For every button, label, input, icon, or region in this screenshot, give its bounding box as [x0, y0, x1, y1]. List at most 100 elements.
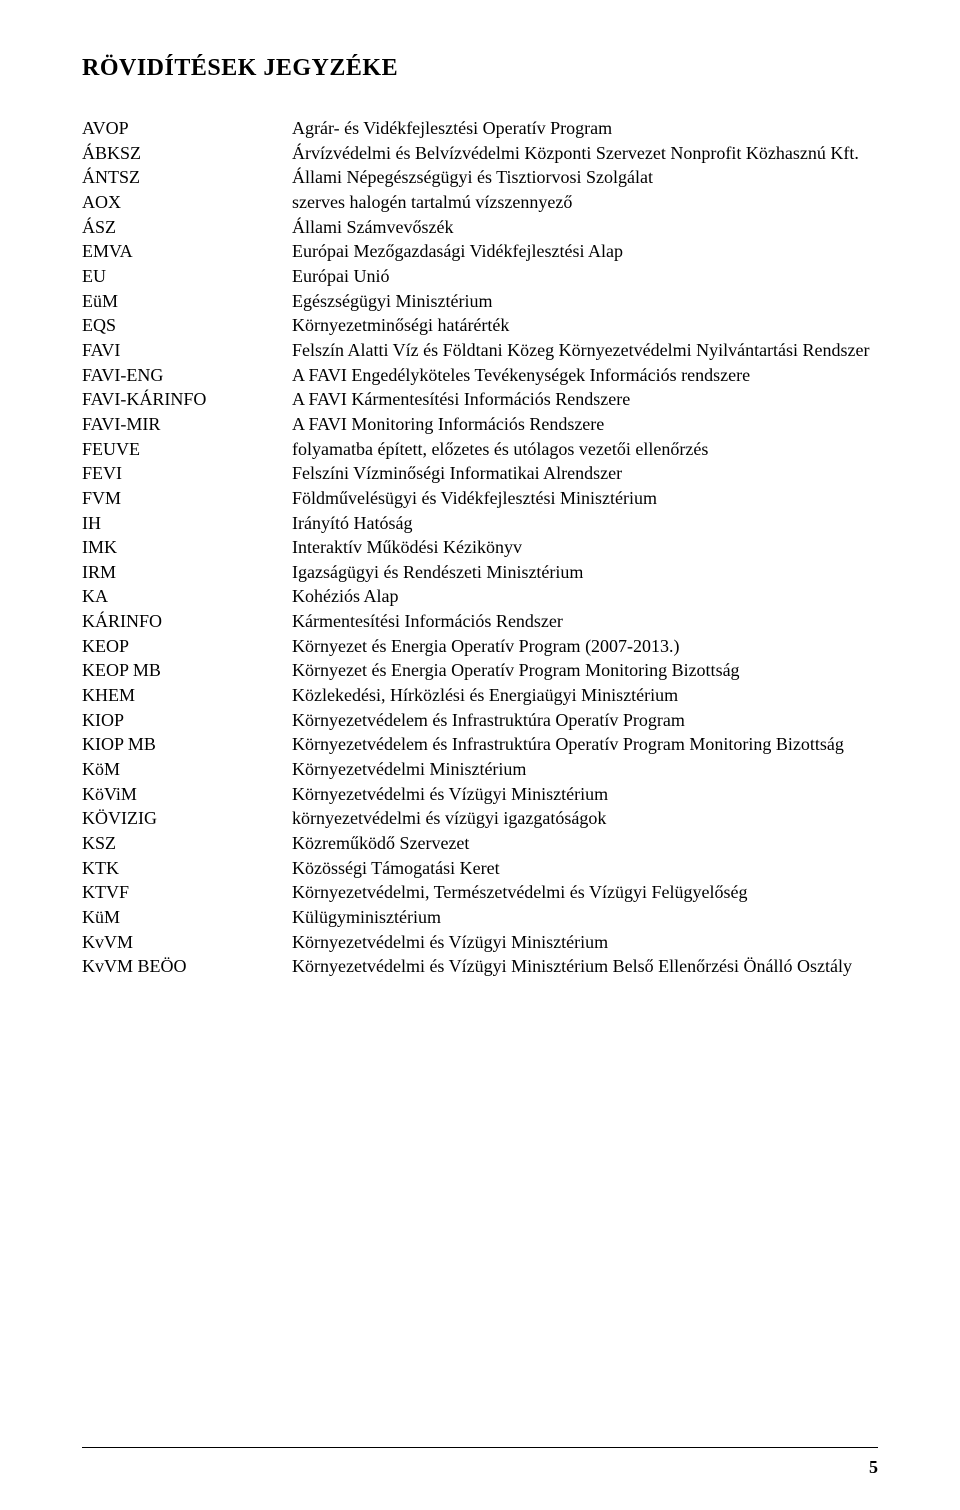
abbreviation-definition: Külügyminisztérium: [292, 905, 878, 930]
abbreviation-definition: Környezetvédelmi és Vízügyi Minisztérium…: [292, 954, 878, 979]
abbreviation-term: EQS: [82, 313, 292, 338]
abbreviation-entry: KEOP MBKörnyezet és Energia Operatív Pro…: [82, 658, 878, 683]
abbreviation-entry: IRMIgazságügyi és Rendészeti Minisztériu…: [82, 560, 878, 585]
abbreviation-definition: Felszín Alatti Víz és Földtani Közeg Kör…: [292, 338, 878, 363]
abbreviation-definition: A FAVI Engedélyköteles Tevékenységek Inf…: [292, 363, 878, 388]
abbreviation-term: KIOP: [82, 708, 292, 733]
abbreviation-definition: Állami Népegészségügyi és Tisztiorvosi S…: [292, 165, 878, 190]
abbreviation-term: FAVI-ENG: [82, 363, 292, 388]
abbreviation-entry: ÁBKSZÁrvízvédelmi és Belvízvédelmi Közpo…: [82, 141, 878, 166]
abbreviation-term: EMVA: [82, 239, 292, 264]
abbreviation-definition: Kármentesítési Információs Rendszer: [292, 609, 878, 634]
abbreviation-entry: KöViMKörnyezetvédelmi és Vízügyi Miniszt…: [82, 782, 878, 807]
abbreviation-entry: FAVI-KÁRINFOA FAVI Kármentesítési Inform…: [82, 387, 878, 412]
abbreviation-definition: Igazságügyi és Rendészeti Minisztérium: [292, 560, 878, 585]
abbreviation-entry: FAVIFelszín Alatti Víz és Földtani Közeg…: [82, 338, 878, 363]
abbreviation-entry: EMVAEurópai Mezőgazdasági Vidékfejleszté…: [82, 239, 878, 264]
abbreviation-term: ÁNTSZ: [82, 165, 292, 190]
abbreviation-entry: KvVMKörnyezetvédelmi és Vízügyi Miniszté…: [82, 930, 878, 955]
abbreviation-entry: ÁSZÁllami Számvevőszék: [82, 215, 878, 240]
abbreviation-definition: Környezetvédelem és Infrastruktúra Opera…: [292, 708, 878, 733]
abbreviation-entry: FAVI-MIRA FAVI Monitoring Információs Re…: [82, 412, 878, 437]
abbreviation-term: KÖVIZIG: [82, 806, 292, 831]
abbreviation-definition: Irányító Hatóság: [292, 511, 878, 536]
abbreviation-entry: KÖVIZIGkörnyezetvédelmi és vízügyi igazg…: [82, 806, 878, 831]
abbreviation-entry: EQSKörnyezetminőségi határérték: [82, 313, 878, 338]
abbreviation-entry: ÁNTSZÁllami Népegészségügyi és Tisztiorv…: [82, 165, 878, 190]
abbreviation-entry: KÁRINFOKármentesítési Információs Rendsz…: [82, 609, 878, 634]
abbreviation-definition: Európai Unió: [292, 264, 878, 289]
abbreviation-entry: IMKInteraktív Működési Kézikönyv: [82, 535, 878, 560]
abbreviation-entry: KTKKözösségi Támogatási Keret: [82, 856, 878, 881]
abbreviation-entry: KIOPKörnyezetvédelem és Infrastruktúra O…: [82, 708, 878, 733]
abbreviation-entry: AVOPAgrár- és Vidékfejlesztési Operatív …: [82, 116, 878, 141]
abbreviation-definition: Környezetvédelem és Infrastruktúra Opera…: [292, 732, 878, 757]
abbreviation-term: KüM: [82, 905, 292, 930]
footer-rule: [82, 1447, 878, 1448]
abbreviation-definition: Európai Mezőgazdasági Vidékfejlesztési A…: [292, 239, 878, 264]
abbreviation-entry: KHEMKözlekedési, Hírközlési és Energiaüg…: [82, 683, 878, 708]
abbreviation-definition: A FAVI Kármentesítési Információs Rendsz…: [292, 387, 878, 412]
abbreviation-term: KÁRINFO: [82, 609, 292, 634]
abbreviation-entry: KEOPKörnyezet és Energia Operatív Progra…: [82, 634, 878, 659]
abbreviation-entry: AOXszerves halogén tartalmú vízszennyező: [82, 190, 878, 215]
abbreviation-definition: folyamatba épített, előzetes és utólagos…: [292, 437, 878, 462]
abbreviation-definition: Közreműködő Szervezet: [292, 831, 878, 856]
abbreviation-term: KvVM BEÖO: [82, 954, 292, 979]
abbreviation-entry: KAKohéziós Alap: [82, 584, 878, 609]
abbreviation-definition: szerves halogén tartalmú vízszennyező: [292, 190, 878, 215]
abbreviation-term: IH: [82, 511, 292, 536]
abbreviation-definition: Árvízvédelmi és Belvízvédelmi Központi S…: [292, 141, 878, 166]
abbreviation-term: KEOP: [82, 634, 292, 659]
abbreviation-term: FAVI: [82, 338, 292, 363]
abbreviation-entry: KIOP MBKörnyezetvédelem és Infrastruktúr…: [82, 732, 878, 757]
abbreviation-term: KIOP MB: [82, 732, 292, 757]
abbreviation-definition: Földművelésügyi és Vidékfejlesztési Mini…: [292, 486, 878, 511]
abbreviation-term: AOX: [82, 190, 292, 215]
abbreviation-term: KöM: [82, 757, 292, 782]
abbreviation-definition: Interaktív Működési Kézikönyv: [292, 535, 878, 560]
abbreviation-term: ÁSZ: [82, 215, 292, 240]
abbreviation-definition: Környezetvédelmi Minisztérium: [292, 757, 878, 782]
abbreviation-term: EüM: [82, 289, 292, 314]
abbreviation-term: FEVI: [82, 461, 292, 486]
abbreviation-entry: FEUVEfolyamatba épített, előzetes és utó…: [82, 437, 878, 462]
abbreviation-definition: Környezet és Energia Operatív Program (2…: [292, 634, 878, 659]
page-number: 5: [869, 1457, 878, 1478]
abbreviation-entry: KöMKörnyezetvédelmi Minisztérium: [82, 757, 878, 782]
abbreviation-definition: Közösségi Támogatási Keret: [292, 856, 878, 881]
abbreviation-term: KTK: [82, 856, 292, 881]
abbreviation-definition: Közlekedési, Hírközlési és Energiaügyi M…: [292, 683, 878, 708]
abbreviation-term: KEOP MB: [82, 658, 292, 683]
abbreviation-definition: Környezetminőségi határérték: [292, 313, 878, 338]
abbreviation-entry: KüMKülügyminisztérium: [82, 905, 878, 930]
abbreviation-definition: Agrár- és Vidékfejlesztési Operatív Prog…: [292, 116, 878, 141]
abbreviation-definition: Környezetvédelmi és Vízügyi Minisztérium: [292, 782, 878, 807]
abbreviation-term: KHEM: [82, 683, 292, 708]
abbreviation-entry: IHIrányító Hatóság: [82, 511, 878, 536]
abbreviation-entry: KvVM BEÖOKörnyezetvédelmi és Vízügyi Min…: [82, 954, 878, 979]
abbreviation-term: FVM: [82, 486, 292, 511]
abbreviation-term: IMK: [82, 535, 292, 560]
abbreviation-definition: Kohéziós Alap: [292, 584, 878, 609]
abbreviation-term: IRM: [82, 560, 292, 585]
page-heading: RÖVIDÍTÉSEK JEGYZÉKE: [82, 55, 878, 82]
page-container: RÖVIDÍTÉSEK JEGYZÉKE AVOPAgrár- és Vidék…: [0, 0, 960, 1510]
abbreviation-term: KSZ: [82, 831, 292, 856]
abbreviation-term: ÁBKSZ: [82, 141, 292, 166]
abbreviation-entry: KSZKözreműködő Szervezet: [82, 831, 878, 856]
abbreviation-term: FEUVE: [82, 437, 292, 462]
abbreviation-term: KöViM: [82, 782, 292, 807]
abbreviation-entry: FVMFöldművelésügyi és Vidékfejlesztési M…: [82, 486, 878, 511]
abbreviation-definition: Állami Számvevőszék: [292, 215, 878, 240]
abbreviation-term: FAVI-KÁRINFO: [82, 387, 292, 412]
abbreviation-entry: EüMEgészségügyi Minisztérium: [82, 289, 878, 314]
abbreviation-term: KA: [82, 584, 292, 609]
abbreviation-definition: Környezetvédelmi és Vízügyi Minisztérium: [292, 930, 878, 955]
abbreviation-definition: környezetvédelmi és vízügyi igazgatóságo…: [292, 806, 878, 831]
abbreviation-definition: Környezetvédelmi, Természetvédelmi és Ví…: [292, 880, 878, 905]
abbreviation-entry: FAVI-ENGA FAVI Engedélyköteles Tevékenys…: [82, 363, 878, 388]
abbreviation-list: AVOPAgrár- és Vidékfejlesztési Operatív …: [82, 116, 878, 979]
abbreviation-term: EU: [82, 264, 292, 289]
abbreviation-entry: FEVIFelszíni Vízminőségi Informatikai Al…: [82, 461, 878, 486]
